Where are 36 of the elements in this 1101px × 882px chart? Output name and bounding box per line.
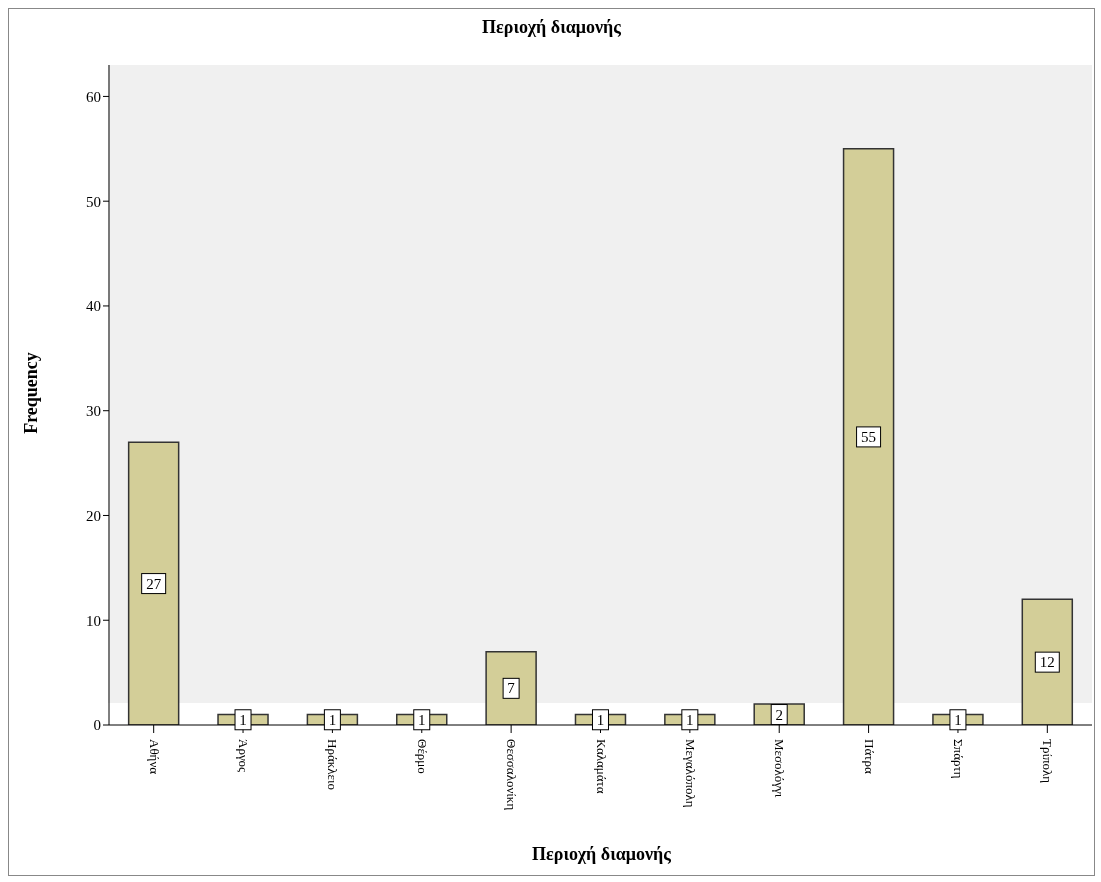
x-tick-label: Θεσσαλονίκη — [504, 739, 520, 811]
x-tick-label: Θέρμο — [414, 739, 430, 774]
data-label: 27 — [146, 575, 162, 592]
y-tick-label: 0 — [93, 717, 101, 734]
chart-title: Περιοχή διαμονής — [481, 17, 622, 38]
bar — [485, 650, 537, 725]
x-tick-label: Καλαμάτα — [593, 739, 609, 794]
y-tick-label: 40 — [86, 298, 101, 315]
data-label: 1 — [239, 711, 247, 728]
x-tick-label: Σπάρτη — [950, 739, 966, 779]
data-label: 1 — [328, 711, 337, 728]
data-label: 55 — [861, 428, 877, 445]
x-tick-label: Άργος — [236, 739, 252, 774]
y-axis-title: Frequency — [20, 352, 42, 434]
y-tick-label: 10 — [86, 612, 101, 629]
y-tick-label: 50 — [86, 193, 101, 210]
data-label: 12 — [1039, 654, 1055, 671]
data-label: 1 — [596, 711, 605, 728]
data-label: 1 — [954, 711, 962, 728]
bar — [127, 441, 180, 725]
y-tick-label: 30 — [86, 403, 101, 420]
x-tick-label: Μεσολόγγι — [772, 739, 788, 798]
data-label: 7 — [507, 680, 516, 697]
x-tick-label: Πάτρα — [861, 739, 877, 774]
x-tick-label: Αθήνα — [146, 739, 162, 775]
x-tick-label: Μεγαλόπολη — [682, 739, 698, 808]
y-tick-label: 20 — [86, 507, 101, 524]
x-axis-title: Περιοχή διαμονής — [531, 844, 672, 865]
data-label: 1 — [686, 711, 694, 728]
x-tick-label: Τρίπολη — [1040, 739, 1056, 784]
bar — [842, 148, 895, 725]
y-tick-label: 60 — [86, 88, 101, 105]
x-tick-label: Ηράκλειο — [325, 739, 341, 790]
bar — [1021, 598, 1074, 725]
data-label: 2 — [775, 706, 783, 723]
data-label: 1 — [418, 711, 426, 728]
